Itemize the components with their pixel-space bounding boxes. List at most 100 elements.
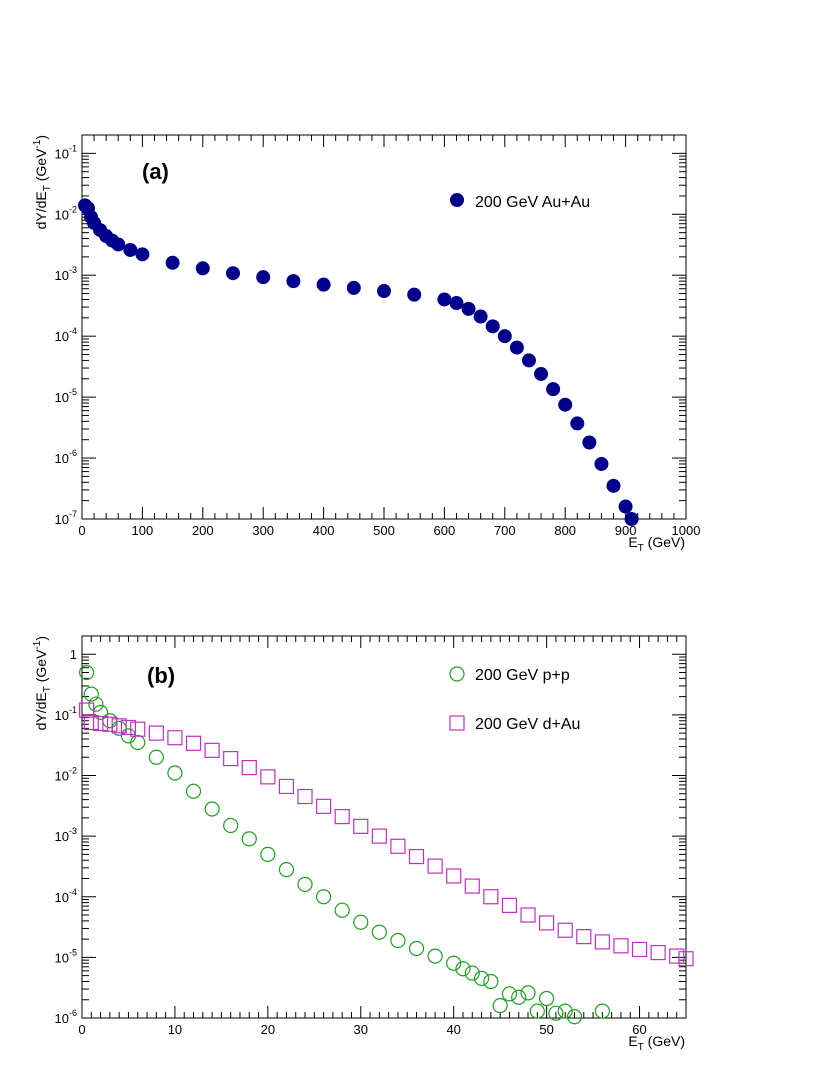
data-point-200-gev-d-au [576,929,592,945]
data-point-200-gev-au-au [286,274,301,289]
data-point-200-gev-p-p [483,973,499,990]
data-point-200-gev-p-p [185,783,202,799]
data-point-200-gev-p-p [241,831,257,847]
data-point-200-gev-au-au [606,478,621,493]
data-point-200-gev-au-au [558,397,573,412]
panel-a-y-tick-labels: 10-1 10-2 10-3 10-4 10-5 10-6 10-7 [55,143,77,527]
data-point-200-gev-au-au [473,309,488,324]
data-point-200-gev-d-au [130,721,146,737]
x-tick-label: 100 [132,523,154,538]
data-point-200-gev-p-p [297,876,313,892]
x-tick-label: 40 [446,1022,460,1037]
panel-b-frame [81,635,687,1019]
y-tick-label: 1 [70,647,77,662]
panel-b-marks [79,664,694,1025]
data-point-200-gev-d-au [204,742,220,758]
data-point-200-gev-d-au [353,818,369,834]
data-point-200-gev-d-au [427,858,443,874]
data-point-200-gev-d-au [185,735,202,751]
data-point-200-gev-d-au [539,915,555,931]
y-tick-label: 10-7 [55,509,77,527]
data-point-200-gev-p-p [390,932,406,949]
data-point-200-gev-p-p [102,713,118,729]
x-tick-label: 800 [554,523,576,538]
data-point-200-gev-d-au [316,798,332,814]
data-point-200-gev-p-p [130,734,146,751]
panel-a-ticks [81,134,687,520]
data-point-200-gev-p-p [492,998,508,1014]
data-point-200-gev-p-p [278,862,295,878]
data-point-200-gev-p-p [427,948,443,964]
data-point-200-gev-p-p [88,696,104,712]
data-point-200-gev-au-au [618,499,633,514]
data-point-200-gev-au-au [135,247,150,262]
x-tick-label: 300 [252,523,274,538]
x-tick-label: 200 [192,523,214,538]
data-point-200-gev-p-p [520,985,536,1001]
panel-a-y-axis-label: dY/dET (GeV-1) [32,135,53,229]
panel-b-x-tick-labels: 0 10 20 30 40 50 60 [78,1022,646,1037]
legend-label-au-au: 200 GeV Au+Au [475,194,590,211]
data-point-200-gev-d-au [483,889,499,905]
panel-a-marks [78,198,639,526]
data-point-200-gev-p-p [446,955,462,971]
data-point-200-gev-p-p [566,1009,583,1025]
data-point-200-gev-au-au [437,292,452,307]
data-point-200-gev-au-au [624,512,639,526]
data-point-200-gev-au-au [461,301,476,316]
data-point-200-gev-d-au [241,759,257,776]
data-point-200-gev-d-au [92,715,109,732]
y-tick-label: 10-1 [55,143,77,161]
y-tick-label: 10-5 [55,947,77,965]
data-point-200-gev-au-au [594,456,609,471]
data-point-200-gev-d-au [613,938,629,954]
panel-a-label: (a) [142,159,169,184]
data-point-200-gev-au-au [485,319,500,334]
panel-a: 0 100 200 300 400 500 600 700 800 900 1000 10-110-… [32,134,700,554]
data-point-200-gev-d-au [408,848,425,865]
data-point-200-gev-au-au [521,353,536,368]
data-point-200-gev-p-p [148,749,164,765]
data-point-200-gev-d-au [669,948,685,964]
data-point-200-gev-d-au [464,878,480,894]
data-point-200-gev-au-au [346,280,361,295]
data-point-200-gev-au-au [534,366,549,381]
data-point-200-gev-p-p [511,989,527,1005]
x-tick-label: 20 [261,1022,275,1037]
y-tick-label: 10-4 [55,326,77,344]
x-tick-label: 10 [168,1022,182,1037]
panel-b-legend: 200 GeV p+p 200 GeV d+Au [449,666,580,733]
data-point-200-gev-d-au [111,718,127,734]
panel-a-x-tick-labels: 0 100 200 300 400 500 600 700 800 900 1000 [78,523,700,538]
data-point-200-gev-p-p [223,817,239,834]
y-tick-label: 10-3 [55,826,77,844]
panel-a-x-axis-label: ET (GeV) [628,534,685,554]
y-tick-label: 10-2 [55,204,77,222]
data-point-200-gev-p-p [408,940,425,957]
panel-b: 0 10 20 30 40 50 60 110-110-210-310-410-510-6 … [32,635,694,1053]
data-point-200-gev-p-p [464,965,480,981]
data-point-200-gev-d-au [594,934,610,950]
data-point-200-gev-d-au [297,788,313,805]
x-tick-label: 900 [615,523,637,538]
data-point-200-gev-au-au [226,266,240,281]
legend-label-p-p: 200 GeV p+p [475,667,570,684]
data-point-200-gev-au-au [546,382,561,397]
data-point-200-gev-d-au [79,702,95,718]
data-point-200-gev-au-au [509,340,524,355]
data-point-200-gev-d-au [520,907,536,923]
data-point-200-gev-d-au [278,778,295,795]
x-tick-label: 600 [434,523,456,538]
x-tick-label: 30 [354,1022,368,1037]
data-point-200-gev-au-au [407,287,422,302]
data-point-200-gev-au-au [195,261,210,276]
data-point-200-gev-au-au [377,284,391,299]
panel-b-y-tick-labels: 1 10-1 10-2 10-3 10-4 10-5 10-6 [55,647,77,1026]
data-point-200-gev-p-p [501,986,518,1002]
data-point-200-gev-d-au [148,725,164,741]
data-point-200-gev-au-au [111,237,126,252]
data-point-200-gev-p-p [371,924,387,940]
legend-marker-p-p [449,666,465,682]
y-tick-label: 10-1 [55,705,77,723]
